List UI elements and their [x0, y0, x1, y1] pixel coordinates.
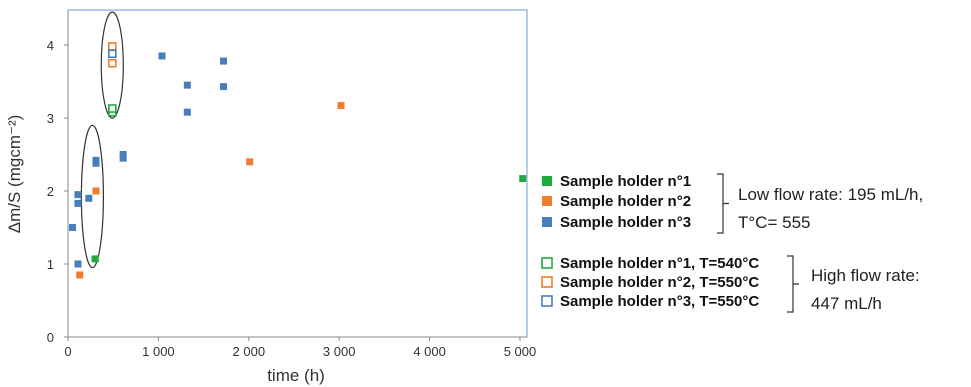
- legend-bracket: [717, 173, 729, 234]
- data-point: [183, 108, 191, 116]
- legend-entry-label: Sample holder n°2: [560, 193, 691, 210]
- data-point: [107, 49, 117, 59]
- data-point: [119, 154, 127, 162]
- legend-marker: [541, 276, 553, 288]
- data-point: [183, 81, 191, 89]
- x-tick-label: 1 000: [142, 344, 175, 359]
- data-point: [107, 58, 117, 68]
- legend-marker: [541, 257, 553, 269]
- annotation-ellipses: [80, 11, 124, 269]
- plot-area: [67, 9, 528, 338]
- y-tick-label: 0: [47, 330, 54, 345]
- legend-entry-label: Sample holder n°1, T=540°C: [560, 255, 759, 272]
- y-tick-label: 4: [47, 38, 54, 53]
- x-tick-label: 0: [64, 344, 71, 359]
- x-tick-label: 4 000: [413, 344, 446, 359]
- y-axis-label: Δm/S (mgcm⁻²): [5, 115, 24, 234]
- data-point: [74, 260, 82, 268]
- data-point: [91, 255, 99, 263]
- data-point: [337, 102, 345, 110]
- data-point: [219, 57, 227, 65]
- y-tick-label: 3: [47, 111, 54, 126]
- data-point: [69, 224, 77, 231]
- y-tick-label: 1: [47, 257, 54, 272]
- data-point: [246, 158, 254, 166]
- data-point: [76, 271, 84, 279]
- legend-entry-label: Sample holder n°3, T=550°C: [560, 293, 759, 310]
- y-tick-label: 2: [47, 184, 54, 199]
- data-point: [158, 52, 166, 60]
- data-point: [519, 175, 527, 183]
- legend-entry-label: Sample holder n°3: [560, 214, 691, 231]
- data-points: [69, 42, 527, 279]
- x-tick-label: 5 000: [504, 344, 537, 359]
- legend-marker: [542, 196, 552, 206]
- data-point: [74, 191, 82, 199]
- legend-group-label-line2: T°C= 555: [738, 213, 810, 232]
- legend-group-label-line2: 447 mL/h: [811, 294, 882, 313]
- legend-group-label: Low flow rate: 195 mL/h,: [738, 185, 923, 204]
- legend-group-label: High flow rate:: [811, 266, 920, 285]
- tick-labels: 0 1 000 2 000 3 000 4 000 5 000 0 1 2 3 4: [47, 38, 537, 359]
- data-point: [92, 187, 100, 195]
- axes: [67, 10, 527, 338]
- x-axis-label: time (h): [267, 366, 325, 385]
- data-point: [107, 42, 117, 51]
- data-point: [74, 199, 82, 207]
- legend: Sample holder n°1 Sample holder n°2 Sample…: [541, 173, 923, 313]
- legend-bracket: [787, 255, 799, 313]
- legend-entry-label: Sample holder n°2, T=550°C: [560, 274, 759, 291]
- data-point: [92, 156, 100, 164]
- x-tick-label: 3 000: [323, 344, 356, 359]
- x-tick-label: 2 000: [233, 344, 266, 359]
- legend-marker: [542, 176, 552, 186]
- data-point: [219, 83, 227, 91]
- data-point: [85, 194, 93, 202]
- highlight-ellipse: [80, 124, 105, 269]
- legend-marker: [541, 295, 553, 307]
- data-point: [119, 151, 127, 158]
- data-point: [107, 104, 117, 113]
- highlight-ellipse: [100, 11, 124, 119]
- legend-entry-label: Sample holder n°1: [560, 173, 691, 190]
- legend-marker: [542, 217, 552, 227]
